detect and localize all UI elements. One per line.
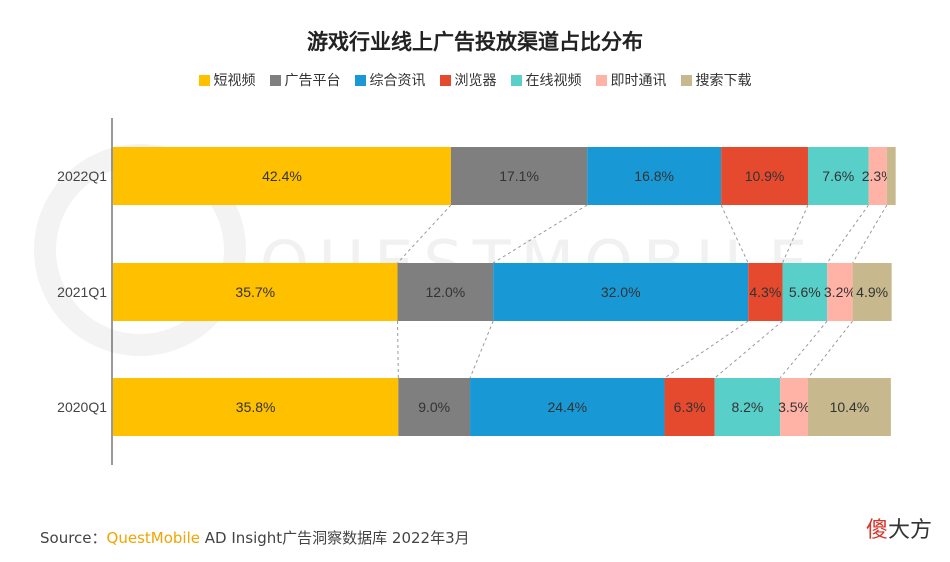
connector-line <box>397 204 452 264</box>
connector-line <box>492 204 588 264</box>
connector-line <box>826 204 869 264</box>
bar-segment <box>868 147 887 205</box>
data-label: 7.6% <box>822 168 854 184</box>
data-label: 4.3% <box>749 284 781 300</box>
category-label: 2022Q1 <box>57 168 107 184</box>
bar-segment <box>807 147 869 205</box>
bar-segment <box>714 378 781 436</box>
legend-label: 综合资讯 <box>369 73 426 89</box>
bar-segment <box>886 147 896 205</box>
connector-line <box>782 204 809 264</box>
data-label: 2.3% <box>862 168 894 184</box>
data-label: 42.4% <box>262 168 302 184</box>
connector-line <box>397 320 399 379</box>
legend-item: 搜索下载 <box>680 70 752 90</box>
logo-first-char: 傻 <box>865 518 888 543</box>
connector-line <box>852 204 888 264</box>
legend-label: 广告平台 <box>284 73 341 89</box>
legend-swatch <box>269 74 281 86</box>
data-label: 8.2% <box>731 399 763 415</box>
bar-segment <box>780 378 808 436</box>
bar-segment <box>782 263 828 321</box>
connector-line <box>720 204 749 264</box>
bar-segment <box>398 378 471 436</box>
data-label: 4.9% <box>856 284 888 300</box>
legend-label: 短视频 <box>213 73 256 89</box>
data-label: 35.7% <box>235 284 275 300</box>
legend-item: 即时通讯 <box>595 70 667 90</box>
legend-swatch <box>595 74 607 86</box>
source-note: Source：QuestMobile AD Insight广告洞察数据库 202… <box>40 527 470 548</box>
legend-item: 短视频 <box>198 70 256 90</box>
legend-swatch <box>510 74 522 86</box>
legend-swatch <box>680 74 692 86</box>
legend-swatch <box>439 74 451 86</box>
connector-lines <box>397 204 888 379</box>
bar-segment <box>470 378 665 436</box>
data-label: 16.8% <box>634 168 674 184</box>
data-label: 12.0% <box>425 284 465 300</box>
data-label: 3.5% <box>778 399 810 415</box>
connector-line <box>664 320 749 379</box>
bar-segment <box>721 147 808 205</box>
legend-item: 在线视频 <box>510 70 582 90</box>
data-label: 3.2% <box>824 284 856 300</box>
bar-segment <box>397 263 494 321</box>
bars: 42.4% 17.1% 16.8% 10.9% 7.6% 2.3% 2022Q1 35.7% 1… <box>57 147 896 436</box>
legend-item: 浏览器 <box>439 70 497 90</box>
data-label: 10.4% <box>830 399 870 415</box>
legend-swatch <box>198 74 210 86</box>
data-label: 9.0% <box>418 399 450 415</box>
data-label: 5.6% <box>789 284 821 300</box>
category-label: 2021Q1 <box>57 284 107 300</box>
category-label: 2020Q1 <box>57 399 107 415</box>
legend-label: 在线视频 <box>525 73 582 89</box>
bar-segment <box>852 263 892 321</box>
data-label: 35.8% <box>236 399 276 415</box>
connector-line <box>779 320 828 379</box>
bar-segment <box>748 263 783 321</box>
bar-segment <box>587 147 722 205</box>
legend-item: 综合资讯 <box>354 70 426 90</box>
data-label: 6.3% <box>674 399 706 415</box>
legend-item: 广告平台 <box>269 70 341 90</box>
source-rest: AD Insight广告洞察数据库 2022年3月 <box>199 529 470 547</box>
data-label: 32.0% <box>601 284 641 300</box>
bar-segment <box>493 263 749 321</box>
data-label: 17.1% <box>499 168 539 184</box>
bar-segment <box>450 147 588 205</box>
connector-line <box>807 320 854 379</box>
logo: 傻大方 <box>866 512 932 544</box>
source-brand: QuestMobile <box>106 529 200 547</box>
bar-segment <box>807 378 891 436</box>
bar-segment <box>113 263 398 321</box>
legend-label: 浏览器 <box>454 73 497 89</box>
source-prefix: Source： <box>40 529 107 547</box>
bar-segment <box>664 378 715 436</box>
legend-label: 即时通讯 <box>610 73 667 89</box>
data-label: 24.4% <box>547 399 587 415</box>
bar-segment <box>827 263 853 321</box>
legend-swatch <box>354 74 366 86</box>
bar-segment <box>113 147 451 205</box>
bar-segment <box>113 378 399 436</box>
connector-line <box>469 320 494 379</box>
legend-label: 搜索下载 <box>695 73 752 89</box>
logo-rest: 大方 <box>887 518 932 543</box>
data-label: 10.9% <box>745 168 785 184</box>
chart-title: 游戏行业线上广告投放渠道占比分布 <box>307 30 643 54</box>
connector-line <box>714 320 783 379</box>
legend: 短视频 广告平台 综合资讯 浏览器 在线视频 即时通讯 搜索下载 <box>0 70 950 90</box>
